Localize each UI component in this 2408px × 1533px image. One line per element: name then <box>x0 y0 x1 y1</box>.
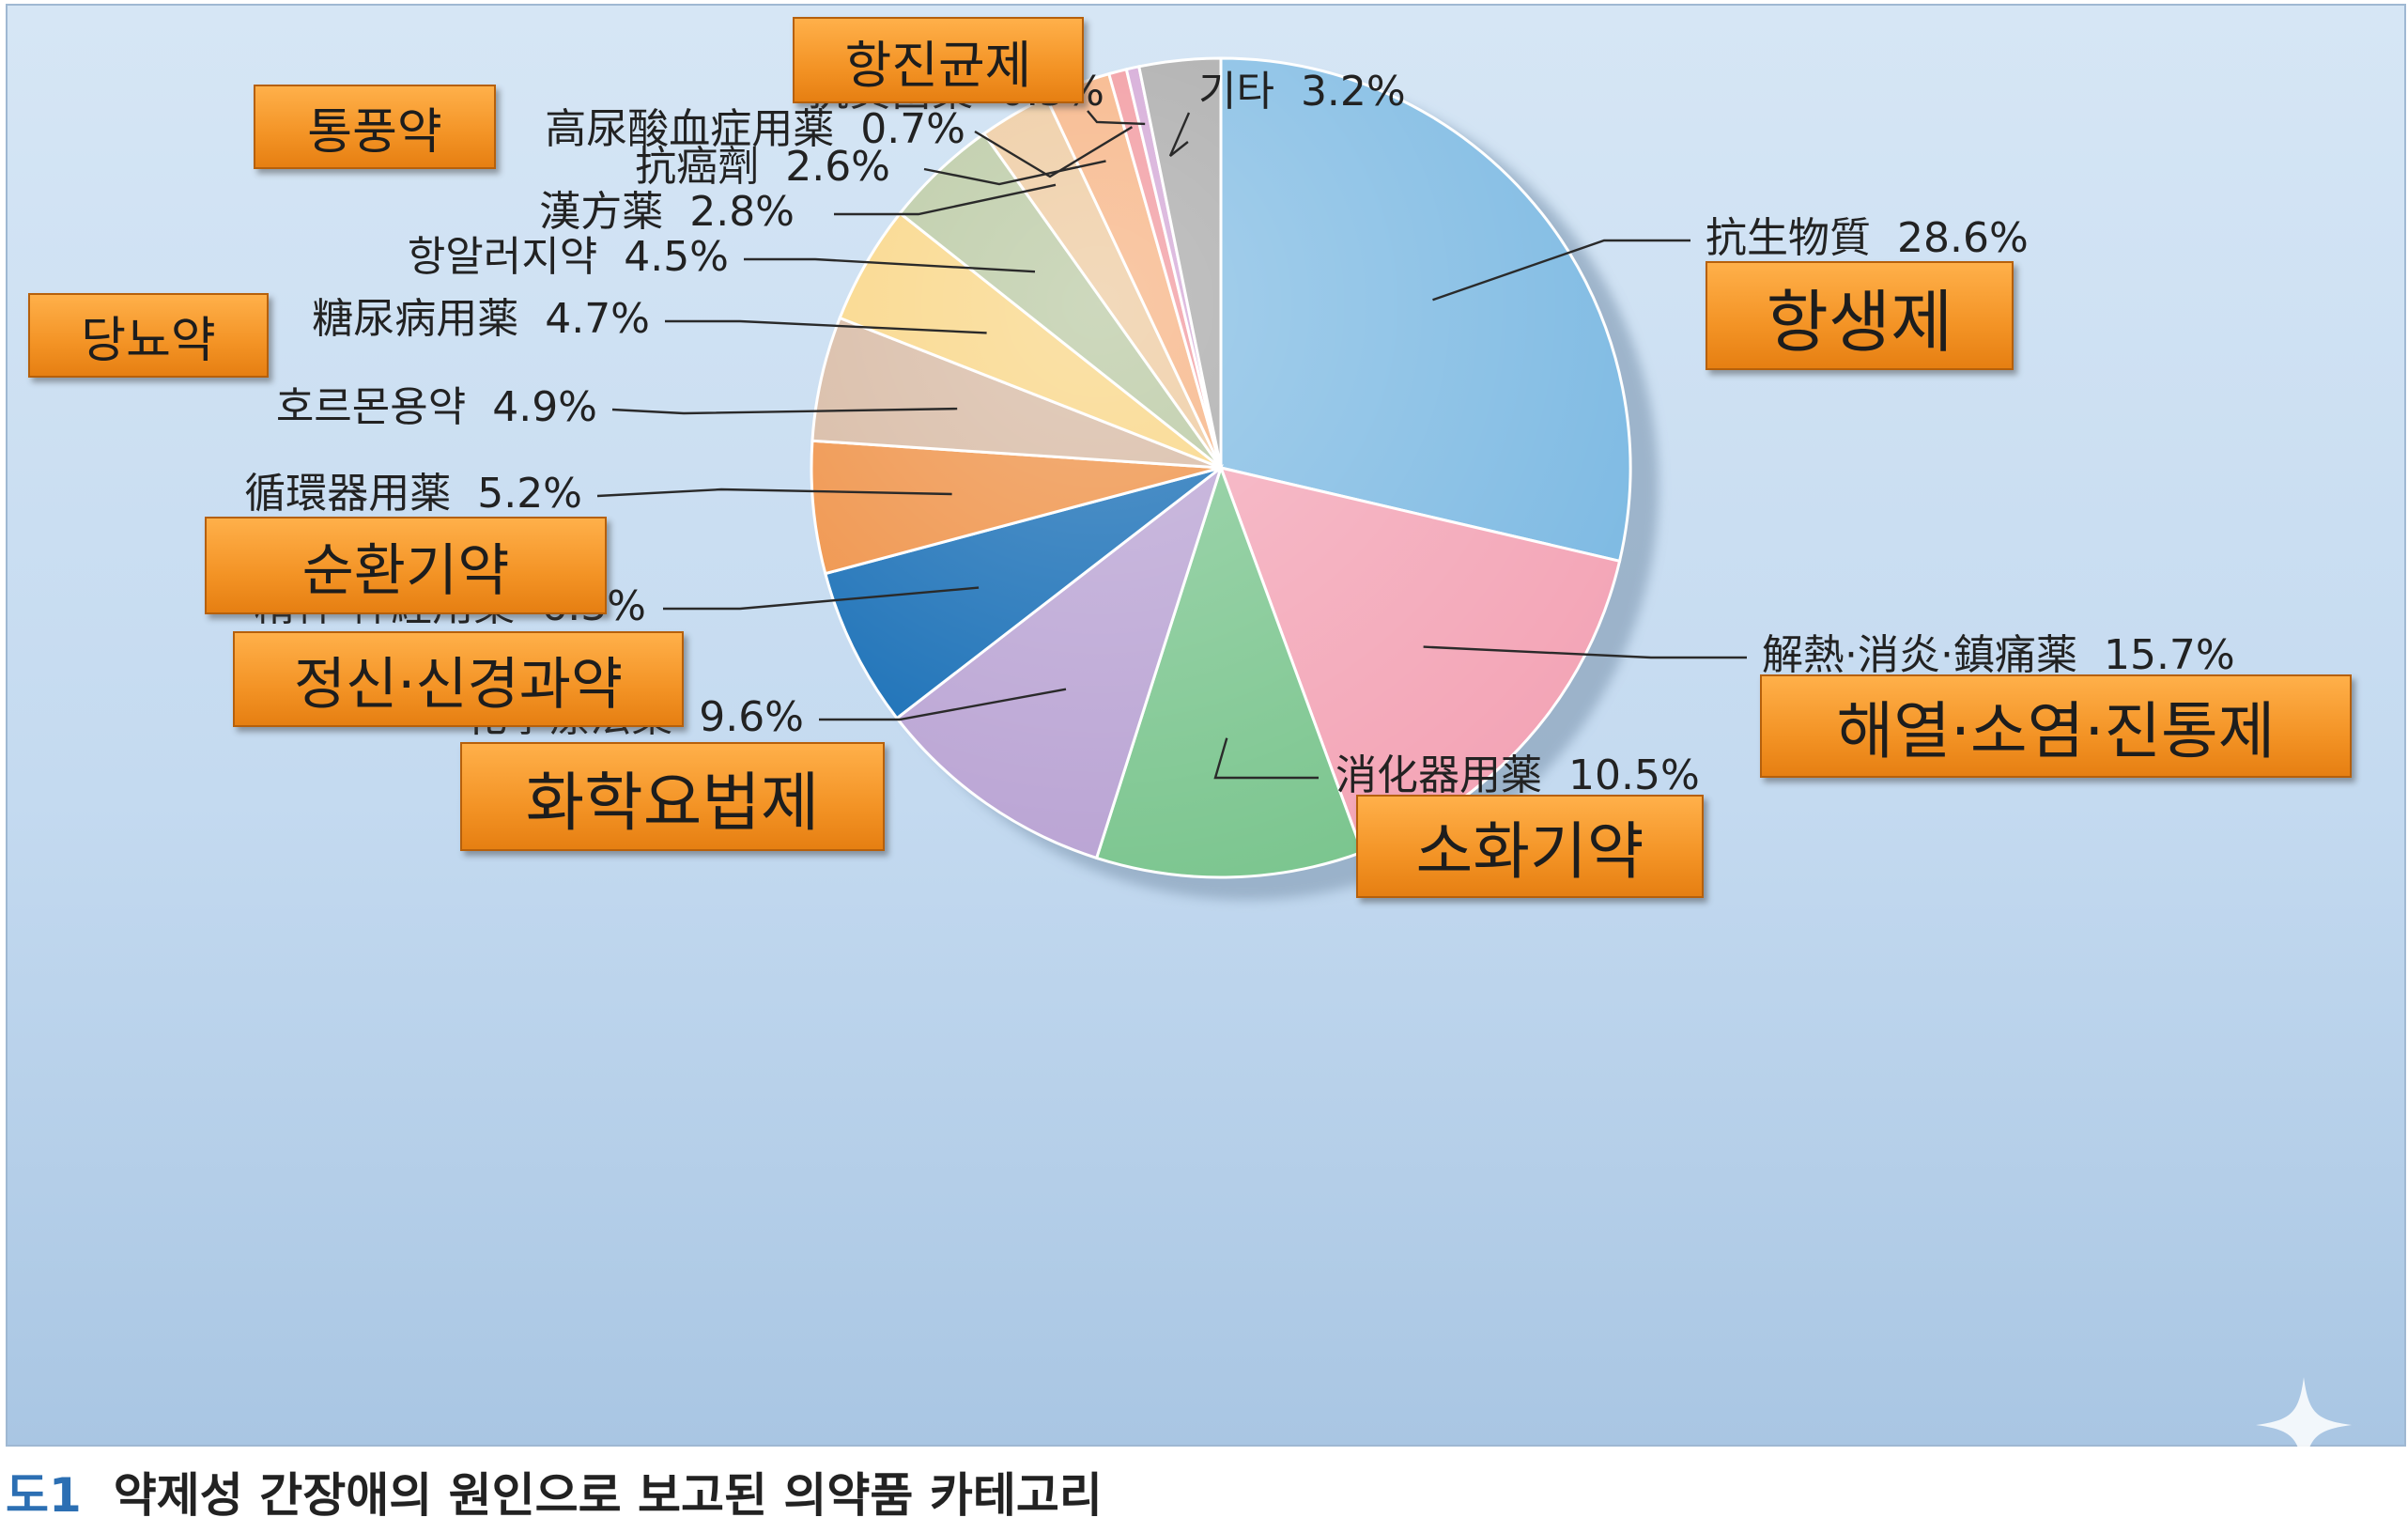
korean-label-box-3: 화학요법제 <box>460 742 885 851</box>
figure-caption: 도1 약제성 간장애의 원인으로 보고된 의약품 카테고리 <box>6 1458 1103 1525</box>
caption-text: 약제성 간장애의 원인으로 보고된 의약품 카테고리 <box>113 1468 1103 1523</box>
korean-label-box-5: 순환기약 <box>205 517 607 614</box>
slice-value-1: 15.7% <box>2077 631 2235 679</box>
slice-value-0: 28.6% <box>1871 214 2029 262</box>
leader-line-11 <box>974 126 1134 178</box>
slice-value-6: 4.9% <box>466 383 597 431</box>
slice-name-9: 漢方薬 <box>539 188 663 236</box>
slice-label-13: 기타 3.2% <box>1198 68 1406 116</box>
korean-label-box-2: 소화기약 <box>1356 795 1704 898</box>
slice-name-11: 高尿酸血症用薬 <box>545 105 834 153</box>
slice-value-10: 2.6% <box>759 143 890 191</box>
slice-label-9: 漢方薬 2.8% <box>539 188 795 236</box>
slice-name-10: 抗癌劑 <box>635 143 759 191</box>
korean-label-box-1: 해열·소염·진통제 <box>1760 674 2352 778</box>
slice-value-11: 0.7% <box>834 105 965 153</box>
leader-line-10 <box>923 160 1106 186</box>
leader-line-12 <box>1087 110 1146 126</box>
slice-name-8: 항알러지약 <box>408 233 597 281</box>
slice-label-1: 解熱·消炎·鎮痛薬 15.7% <box>1762 631 2235 679</box>
slice-name-2: 消化器用薬 <box>1335 751 1542 799</box>
leader-line-4 <box>663 586 980 611</box>
slice-name-13: 기타 <box>1198 68 1274 116</box>
slice-name-0: 抗生物質 <box>1706 214 1871 262</box>
slice-value-5: 5.2% <box>451 470 582 518</box>
korean-label-box-12: 항진균제 <box>793 17 1084 103</box>
slice-name-5: 循環器用薬 <box>244 470 451 518</box>
korean-label-box-4: 정신·신경과약 <box>233 631 684 727</box>
slice-value-8: 4.5% <box>597 233 729 281</box>
slice-label-10: 抗癌劑 2.6% <box>635 143 890 191</box>
slice-value-13: 3.2% <box>1274 68 1406 116</box>
chart-panel: 抗生物質 28.6%解熱·消炎·鎮痛薬 15.7%消化器用薬 10.5%化學療法… <box>6 4 2406 1447</box>
leader-lines <box>596 110 1747 780</box>
slice-label-0: 抗生物質 28.6% <box>1706 214 2029 262</box>
slice-name-6: 호르몬용약 <box>276 383 466 431</box>
sparkle-icon <box>2256 1377 2352 1473</box>
leader-line-2 <box>1213 737 1319 780</box>
korean-label-box-0: 항생제 <box>1706 261 2014 370</box>
leader-line-8 <box>744 257 1036 273</box>
leader-line-6 <box>611 407 958 415</box>
korean-label-box-11: 통풍약 <box>254 85 496 169</box>
caption-label: 도1 <box>6 1468 82 1523</box>
leader-line-5 <box>596 488 952 498</box>
leader-line-1 <box>1423 645 1747 659</box>
leader-line-13 <box>1168 112 1191 157</box>
slice-label-2: 消化器用薬 10.5% <box>1335 751 1700 799</box>
slice-label-6: 호르몬용약 4.9% <box>276 383 597 431</box>
slice-value-9: 2.8% <box>663 188 795 236</box>
slice-name-7: 糖尿病用薬 <box>312 295 518 343</box>
slice-label-8: 항알러지약 4.5% <box>408 233 729 281</box>
leader-line-0 <box>1432 239 1690 302</box>
leader-line-3 <box>819 688 1067 721</box>
slice-label-7: 糖尿病用薬 4.7% <box>312 295 650 343</box>
slice-label-5: 循環器用薬 5.2% <box>244 470 582 518</box>
korean-label-box-7: 당뇨약 <box>28 293 269 378</box>
slice-name-1: 解熱·消炎·鎮痛薬 <box>1762 631 2077 679</box>
slice-value-2: 10.5% <box>1542 751 1700 799</box>
leader-line-9 <box>834 183 1057 216</box>
slice-value-3: 9.6% <box>672 693 804 741</box>
slice-value-7: 4.7% <box>518 295 650 343</box>
leader-line-7 <box>665 319 987 334</box>
slice-label-11: 高尿酸血症用薬 0.7% <box>545 105 965 153</box>
